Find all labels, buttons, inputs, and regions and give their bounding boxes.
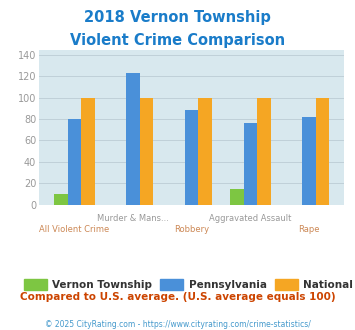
Bar [244, 123, 257, 205]
Text: Rape: Rape [298, 225, 320, 234]
Bar [67, 119, 81, 205]
Text: Violent Crime Comparison: Violent Crime Comparison [70, 33, 285, 48]
Text: Compared to U.S. average. (U.S. average equals 100): Compared to U.S. average. (U.S. average … [20, 292, 335, 302]
Bar [302, 117, 316, 205]
Bar [185, 111, 198, 205]
Text: Robbery: Robbery [174, 225, 209, 234]
Bar [140, 98, 153, 205]
Bar [230, 188, 244, 205]
Legend: Vernon Township, Pennsylvania, National: Vernon Township, Pennsylvania, National [20, 275, 355, 295]
Text: Murder & Mans...: Murder & Mans... [97, 214, 169, 223]
Bar [126, 73, 140, 205]
Text: All Violent Crime: All Violent Crime [39, 225, 109, 234]
Bar [257, 98, 271, 205]
Bar [81, 98, 94, 205]
Bar [198, 98, 212, 205]
Text: 2018 Vernon Township: 2018 Vernon Township [84, 10, 271, 25]
Bar [54, 194, 67, 205]
Bar [316, 98, 329, 205]
Text: © 2025 CityRating.com - https://www.cityrating.com/crime-statistics/: © 2025 CityRating.com - https://www.city… [45, 320, 310, 329]
Text: Aggravated Assault: Aggravated Assault [209, 214, 291, 223]
